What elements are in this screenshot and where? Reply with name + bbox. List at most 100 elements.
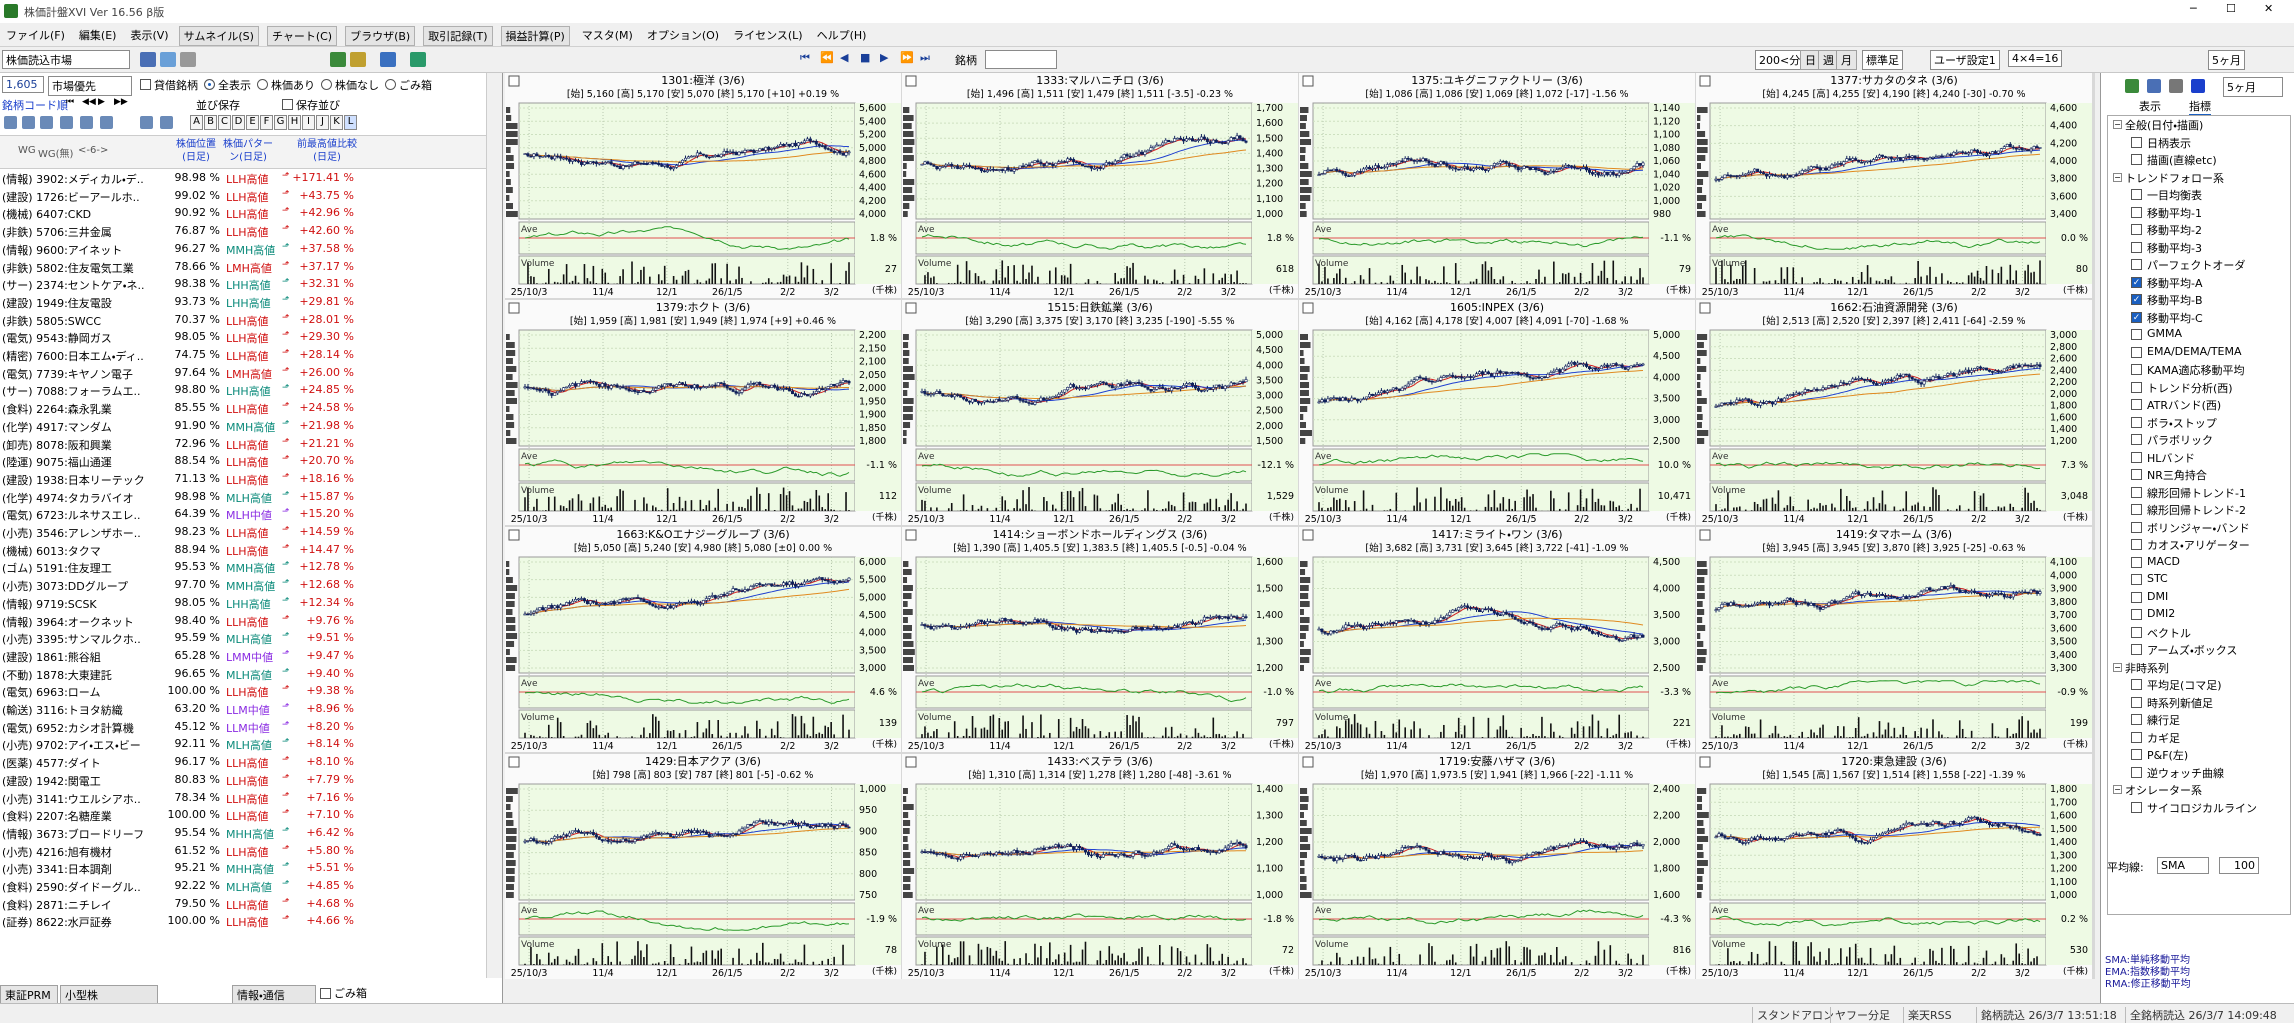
footer-market[interactable]: 東証PRM [0,985,58,1005]
letter-button[interactable]: K [330,115,343,130]
menu-item[interactable]: 編集(E) [78,29,117,42]
letter-button[interactable]: D [232,115,245,130]
stock-name[interactable]: (情報) 3673:ブロードリーフ [2,827,145,841]
chart-panel[interactable]: 1515:日鉄鉱業 (3/6)[始] 3,290 [高] 3,375 [安] 3… [902,300,1298,525]
stock-name[interactable]: (建設) 1861:熊谷組 [2,650,101,664]
minimize-button[interactable]: ─ [2190,2,2197,15]
stock-name[interactable]: (化学) 4917:マンダム [2,420,112,434]
stock-name[interactable]: (建設) 1942:関電工 [2,774,101,788]
stock-name[interactable]: (サー) 7088:フォーラムエ.. [2,385,141,399]
toolbar-layout[interactable]: 4×4=16 [2008,50,2063,67]
footer-trash-check[interactable] [320,988,331,999]
list-icon[interactable] [60,116,73,129]
list-icon[interactable] [160,116,173,129]
stock-name[interactable]: (ゴム) 5191:住友理工 [2,562,112,576]
toolbar-icon[interactable] [160,52,176,67]
footer-sector[interactable]: 情報・通信 [232,985,316,1005]
toolbar-icon[interactable] [350,52,366,67]
stock-name[interactable]: (小売) 3341:日本調剤 [2,863,112,877]
menu-item[interactable]: 表示(V) [130,29,169,42]
letter-button[interactable]: E [246,115,259,130]
menu-item[interactable]: ライセンス(L) [733,29,803,42]
menu-item[interactable]: ブラウザ(B) [345,26,416,46]
media-button[interactable]: ⏩ [900,51,914,64]
toolbar-icon[interactable] [380,52,396,67]
stock-name[interactable]: (建設) 1938:日本リーテック [2,473,145,487]
menu-item[interactable]: マスタ(M) [581,29,633,42]
menu-item[interactable]: 取引記録(T) [423,26,493,46]
stock-name[interactable]: (情報) 9719:SCSK [2,597,97,611]
stock-name[interactable]: (小売) 3395:サンマルクホ.. [2,633,141,647]
stock-name[interactable]: (建設) 1726:ビーアールホ.. [2,190,140,204]
stock-name[interactable]: (証券) 8622:水戸証券 [2,916,112,930]
toolbar-icon[interactable] [330,52,346,67]
letter-button[interactable]: C [218,115,231,130]
stock-name[interactable]: (建設) 1949:住友電設 [2,296,112,310]
stock-name[interactable]: (情報) 3964:オークネット [2,615,134,629]
toolbar-icon[interactable] [180,52,196,67]
filter-toggle[interactable] [140,79,151,90]
stock-name[interactable]: (医薬) 4577:ダイト [2,757,101,771]
filter-toggle[interactable] [385,79,396,90]
chart-panel[interactable]: 1417:ミライト・ワン (3/6)[始] 3,682 [高] 3,731 [安… [1299,527,1695,752]
chart-panel[interactable]: 1419:タマホーム (3/6)[始] 3,945 [高] 3,945 [安] … [1696,527,2092,752]
stock-name[interactable]: (情報) 3902:メディカル・デ.. [2,173,144,186]
toolbar-interval[interactable]: 200<分 [1755,50,1805,70]
chart-panel[interactable]: 1663:K&Oエナジーグループ (3/6)[始] 5,050 [高] 5,24… [505,527,901,752]
stock-name[interactable]: (食料) 2871:ニチレイ [2,898,112,912]
chart-panel[interactable]: 1605:INPEX (3/6)[始] 4,162 [高] 4,178 [安] … [1299,300,1695,525]
media-button[interactable]: ■ [860,51,871,64]
chart-panel[interactable]: 1333:マルハニチロ (3/6)[始] 1,496 [高] 1,511 [安]… [902,73,1298,298]
nav-button[interactable]: ▶ [98,97,105,107]
filter-toggle[interactable] [321,79,332,90]
toolbar-icon[interactable] [410,52,426,67]
letter-button[interactable]: G [274,115,287,130]
market-select[interactable]: 株価読込市場 [2,50,130,69]
media-button[interactable]: ▶ [880,51,889,64]
menu-item[interactable]: ファイル(F) [6,29,65,42]
save-order[interactable]: 並び保存 [196,99,240,112]
stock-name[interactable]: (非鉄) 5802:住友電気工業 [2,261,134,275]
menu-item[interactable]: チャート(C) [266,26,338,46]
letter-button[interactable]: H [288,115,301,130]
stock-name[interactable]: (電気) 6723:ルネサスエレ.. [2,509,141,523]
stock-name[interactable]: (輸送) 3116:トヨタ紡織 [2,704,123,717]
stock-name[interactable]: (小売) 3546:アレンザホー.. [2,527,141,540]
filter-toggle[interactable] [204,79,215,90]
toolbar-icon[interactable] [140,52,156,67]
toolbar-month[interactable]: 月 [1836,50,1857,70]
chart-panel[interactable]: 1379:ホクト (3/6)[始] 1,959 [高] 1,981 [安] 1,… [505,300,901,525]
stock-name[interactable]: (非鉄) 5805:SWCC [2,314,101,328]
stock-name[interactable]: (小売) 9702:アイ・エス・ビー [2,739,141,753]
letter-button[interactable]: A [190,115,203,130]
chart-panel[interactable]: 1375:ユキグニファクトリー (3/6)[始] 1,086 [高] 1,086… [1299,73,1695,298]
chart-panel[interactable]: 1414:ショーボンドホールディングス (3/6)[始] 1,390 [高] 1… [902,527,1298,752]
list-icon[interactable] [80,116,93,129]
toolbar-user[interactable]: ユーザ設定1 [1930,50,2000,70]
letter-button[interactable]: J [316,115,329,130]
stock-name[interactable]: (電気) 7739:キヤノン電子 [2,367,133,381]
letter-button[interactable]: B [204,115,217,130]
media-button[interactable]: ⏮ [800,51,810,64]
stock-name[interactable]: (機械) 6013:タクマ [2,544,101,558]
saved-order[interactable]: 保存並び [296,99,340,112]
stock-input[interactable] [985,50,1057,69]
stock-name[interactable]: (陸運) 9075:福山通運 [2,456,112,470]
chart-panel[interactable]: 1301:極洋 (3/6)[始] 5,160 [高] 5,170 [安] 5,0… [505,73,901,298]
menu-item[interactable]: サムネイル(S) [178,26,259,46]
toolbar-period[interactable]: 5ヶ月 [2208,50,2245,70]
toolbar-candle[interactable]: 標準足 [1862,50,1903,70]
stock-name[interactable]: (化学) 4974:タカラバイオ [2,491,134,505]
menu-item[interactable]: 損益計算(P) [500,26,570,46]
list-icon[interactable] [40,116,53,129]
menu-item[interactable]: ヘルプ(H) [816,29,867,42]
list-icon[interactable] [140,116,153,129]
stock-name[interactable]: (電気) 6963:ローム [2,686,101,700]
chart-panel[interactable]: 1377:サカタのタネ (3/6)[始] 4,245 [高] 4,255 [安]… [1696,73,2092,298]
footer-trash[interactable]: ごみ箱 [334,987,367,1000]
media-button[interactable]: ⏪ [820,51,834,64]
nav-button[interactable]: ▶▶ [114,97,128,107]
letter-button[interactable]: L [344,115,357,130]
stock-name[interactable]: (卸売) 8078:阪和興業 [2,438,112,452]
menu-item[interactable]: オプション(O) [646,29,720,42]
